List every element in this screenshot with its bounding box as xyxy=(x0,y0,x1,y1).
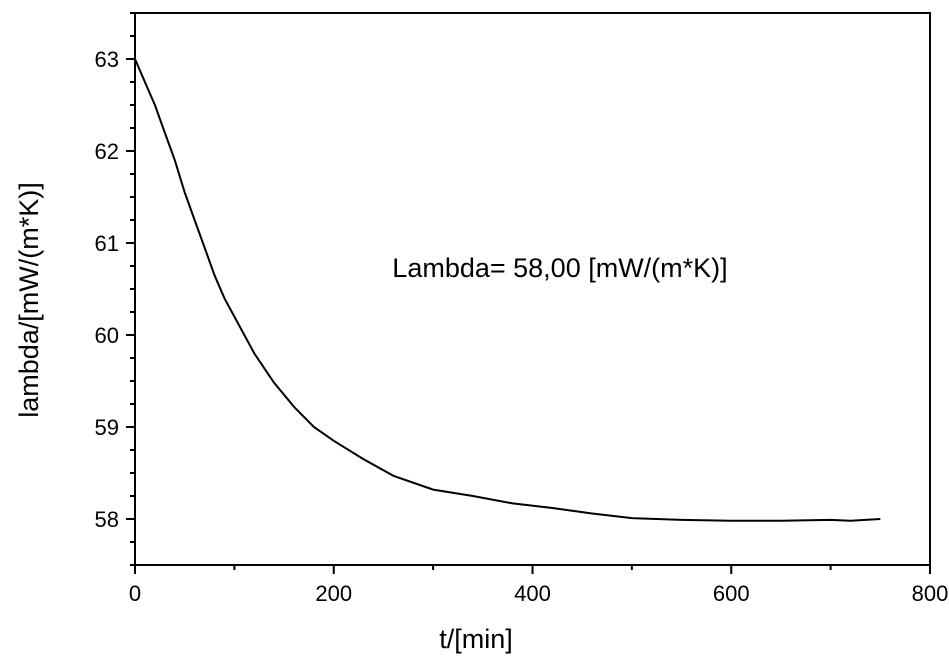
x-tick-label: 400 xyxy=(514,581,551,606)
y-tick-label: 61 xyxy=(95,231,119,256)
series-line xyxy=(134,58,881,522)
x-tick-label: 200 xyxy=(315,581,352,606)
x-tick-label: 600 xyxy=(713,581,750,606)
y-tick-label: 63 xyxy=(95,47,119,72)
x-tick-label: 0 xyxy=(129,581,141,606)
y-axis-ticks xyxy=(126,12,135,566)
plot-frame xyxy=(134,12,931,566)
y-tick-label: 60 xyxy=(95,323,119,348)
y-tick-label: 62 xyxy=(95,139,119,164)
x-axis-ticks xyxy=(134,565,931,574)
y-tick-label: 59 xyxy=(95,415,119,440)
y-tick-label: 58 xyxy=(95,507,119,532)
x-axis-label: t/[min] xyxy=(439,624,513,654)
x-axis-tick-labels: 0 200 400 600 800 xyxy=(129,581,948,606)
x-tick-label: 800 xyxy=(912,581,949,606)
annotation-label: Lambda= 58,00 [mW/(m*K)] xyxy=(392,253,727,283)
y-axis-tick-labels: 58 59 60 61 62 63 xyxy=(95,47,119,532)
y-axis-label: lambda/[mW/(m*K)] xyxy=(14,182,44,418)
